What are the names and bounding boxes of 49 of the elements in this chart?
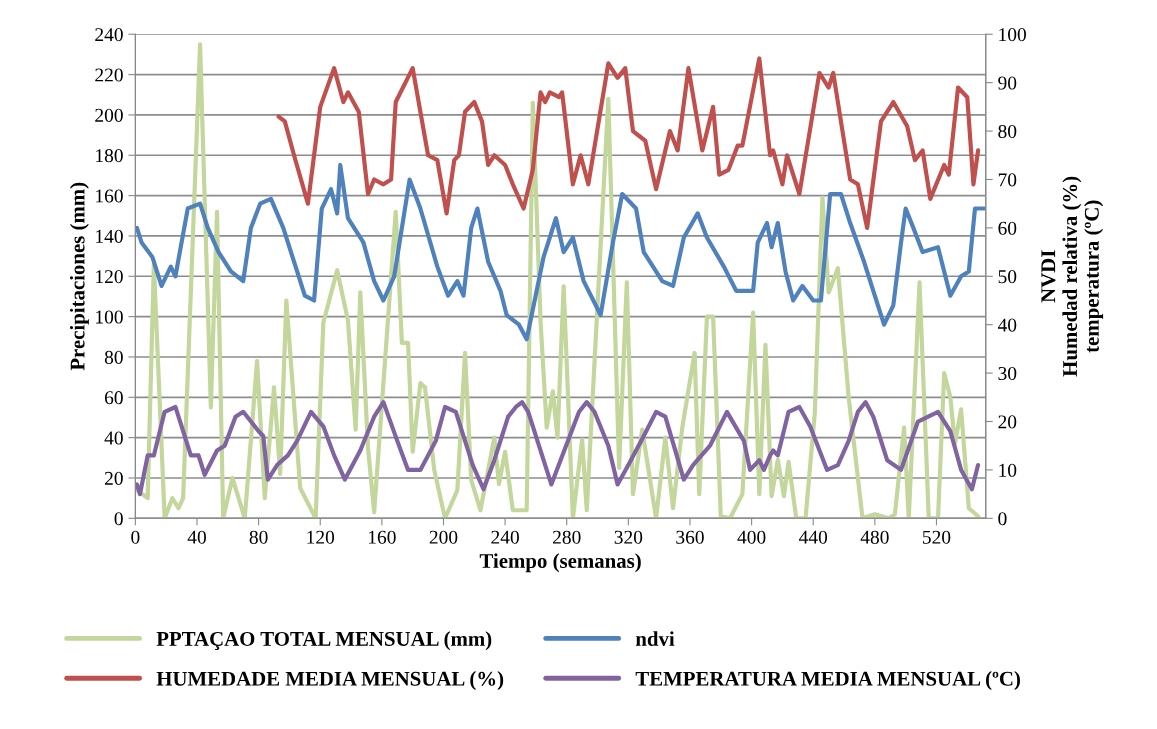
x-tick-label: 400 — [737, 530, 766, 544]
y-tick-label: 240 — [95, 28, 123, 42]
x-tick-label: 200 — [429, 530, 458, 544]
x-tick-label: 160 — [368, 530, 396, 544]
y2-axis-title: NVDI Humedad relativa (%) temperatura (ºC) — [1041, 176, 1104, 377]
x-tick-label: 120 — [307, 530, 335, 544]
y2-tick-label: 60 — [998, 221, 1017, 235]
y-tick-label: 140 — [96, 229, 123, 243]
y2-tick-label: 70 — [998, 173, 1017, 187]
legend-label: PPTAÇAO TOTAL MENSUAL (mm) — [156, 631, 492, 651]
x-tick-label: 80 — [249, 530, 268, 544]
y2-tick-label: 50 — [998, 270, 1017, 284]
y2-tick-label: 30 — [998, 366, 1017, 381]
x-tick-label: 0 — [131, 530, 140, 544]
y2-tick-label: 90 — [998, 76, 1017, 90]
legend-label: HUMEDADE MEDIA MENSUAL (%) — [156, 671, 504, 690]
x-tick-label: 320 — [614, 530, 643, 544]
y-tick-label: 120 — [96, 270, 123, 284]
y-tick-label: 80 — [104, 350, 123, 364]
line-series — [276, 56, 981, 230]
y-tick-label: 200 — [95, 108, 123, 122]
y-tick-label: 20 — [104, 471, 123, 485]
x-tick-label: 480 — [860, 530, 889, 544]
x-tick-label: 440 — [799, 530, 828, 544]
y2-tick-label: 20 — [998, 415, 1017, 429]
y2-tick-label: 80 — [998, 124, 1017, 139]
y2-tick-label: 0 — [998, 512, 1007, 526]
y2-tick-label: 10 — [999, 463, 1017, 477]
y-tick-label: 160 — [96, 189, 123, 203]
y-axis-title: Precipitaciones (mm) — [69, 182, 89, 371]
legend-label: ndvi — [635, 631, 675, 646]
y2-tick-label: 100 — [999, 28, 1026, 42]
y-tick-label: 100 — [96, 310, 123, 324]
line-series — [135, 42, 981, 519]
x-tick-label: 520 — [923, 530, 951, 544]
y-tick-label: 220 — [95, 68, 123, 82]
x-tick-label: 240 — [491, 530, 519, 544]
legend-label: TEMPERATURA MEDIA MENSUAL (ºC) — [635, 671, 1020, 690]
x-tick-label: 280 — [553, 530, 581, 544]
x-axis-title: Tiempo (semanas) — [479, 553, 641, 573]
y-tick-label: 60 — [104, 391, 123, 405]
x-tick-label: 360 — [676, 530, 704, 544]
x-tick-label: 40 — [187, 530, 206, 544]
y-tick-label: 0 — [114, 512, 123, 526]
line-series — [135, 162, 986, 342]
line-series — [135, 400, 981, 497]
y-tick-label: 40 — [104, 431, 123, 445]
y-tick-label: 180 — [96, 149, 123, 163]
y2-tick-label: 40 — [997, 318, 1017, 332]
